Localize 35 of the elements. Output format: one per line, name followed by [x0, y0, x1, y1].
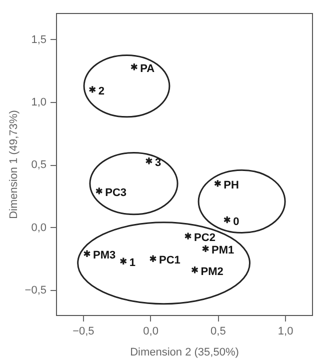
x-tick-label: −0,5 — [72, 326, 94, 338]
y-tick-label: 0,5 — [31, 159, 46, 172]
annotation: 2 — [98, 85, 105, 98]
annotation: PM2 — [200, 266, 224, 278]
point — [130, 62, 138, 72]
annotation: PH — [224, 179, 240, 192]
annotation: 3 — [154, 156, 162, 169]
point — [145, 156, 153, 166]
annotation: PC2 — [194, 232, 216, 244]
annotation: PC1 — [159, 254, 180, 267]
y-tick-label: 0,0 — [31, 222, 46, 234]
point — [88, 85, 96, 94]
point — [120, 256, 128, 266]
y-tick-label: 1,0 — [31, 96, 46, 108]
annotation: PA — [140, 62, 155, 75]
annotation: 0 — [233, 216, 240, 228]
point — [191, 266, 198, 274]
annotation: 1 — [129, 257, 136, 270]
x-tick-label: 0,0 — [143, 326, 158, 338]
y-tick-label: 1,5 — [31, 34, 46, 46]
annotation: PM3 — [92, 250, 116, 262]
x-tick-label: 0,5 — [210, 326, 226, 338]
point — [223, 216, 231, 224]
point — [83, 249, 91, 258]
x-tick-label: 1,0 — [278, 326, 294, 338]
point — [149, 254, 157, 263]
point — [214, 179, 222, 188]
x-axis-title: Dimension 2 (35,50%) — [130, 346, 239, 358]
annotation: PC3 — [105, 186, 127, 199]
point — [202, 244, 210, 253]
y-axis-title: Dimension 1 (49,73%) — [8, 110, 20, 219]
annotation: PM1 — [212, 244, 234, 257]
y-tick-label: −0,5 — [24, 284, 46, 296]
point — [95, 186, 103, 196]
point — [184, 232, 192, 240]
